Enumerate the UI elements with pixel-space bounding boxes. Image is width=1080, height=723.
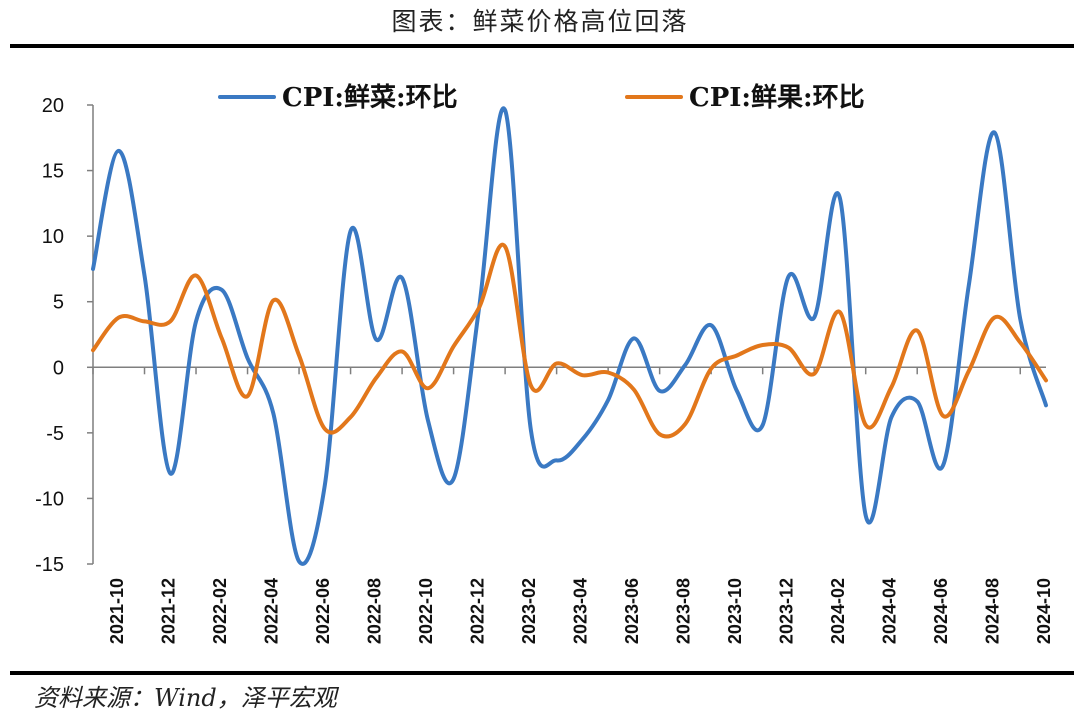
x-axis-ticks: 2021-10 2021-12 2022-02 2022-04 2022-06 2022-… bbox=[92, 367, 1054, 644]
x-tick-label: 2024-06 bbox=[931, 578, 951, 644]
y-tick-label: 0 bbox=[53, 357, 64, 379]
y-axis-ticks: 20 15 10 5 0 -5 -10 -15 bbox=[35, 95, 93, 576]
x-tick-label: 2024-08 bbox=[982, 578, 1002, 644]
x-tick-label: 2022-04 bbox=[261, 578, 281, 644]
x-tick-label: 2021-12 bbox=[158, 578, 178, 644]
y-tick-label: -5 bbox=[46, 423, 64, 445]
x-tick-label: 2022-02 bbox=[210, 578, 230, 644]
y-tick-label: 15 bbox=[42, 161, 64, 183]
bottom-rule bbox=[10, 671, 1074, 675]
y-tick-label: 5 bbox=[53, 292, 64, 314]
figure-title: 图表：鲜菜价格高位回落 bbox=[391, 7, 689, 36]
y-tick-label: 10 bbox=[42, 226, 64, 248]
x-tick-label: 2023-12 bbox=[776, 578, 796, 644]
chart-axes bbox=[92, 105, 1046, 564]
x-tick-label: 2023-08 bbox=[673, 578, 693, 644]
series-line-fruits bbox=[91, 242, 1048, 439]
legend-label-fruits: CPI:鲜果:环比 bbox=[689, 83, 865, 113]
x-tick-label: 2022-08 bbox=[364, 578, 384, 644]
top-rule bbox=[10, 44, 1074, 48]
y-tick-label: 20 bbox=[42, 95, 64, 117]
x-tick-label: 2023-02 bbox=[519, 578, 539, 644]
x-tick-label: 2021-10 bbox=[107, 578, 127, 644]
x-tick-label: 2023-10 bbox=[725, 578, 745, 644]
x-tick-label: 2024-02 bbox=[828, 578, 848, 644]
series-lines bbox=[91, 106, 1048, 566]
x-tick-label: 2022-06 bbox=[313, 578, 333, 644]
legend-label-vegetables: CPI:鲜菜:环比 bbox=[282, 83, 458, 113]
x-tick-label: 2024-10 bbox=[1034, 578, 1054, 644]
x-tick-label: 2022-12 bbox=[467, 578, 487, 644]
x-tick-label: 2024-04 bbox=[879, 578, 899, 644]
x-tick-label: 2023-06 bbox=[622, 578, 642, 644]
x-tick-label: 2022-10 bbox=[416, 578, 436, 644]
y-tick-label: -15 bbox=[35, 554, 64, 576]
source-note: 资料来源：Wind，泽平宏观 bbox=[34, 684, 337, 712]
legend: CPI:鲜菜:环比 CPI:鲜果:环比 bbox=[218, 83, 865, 113]
x-tick-label: 2023-04 bbox=[570, 578, 590, 644]
series-line-vegetables bbox=[91, 106, 1048, 566]
y-tick-label: -10 bbox=[35, 488, 64, 510]
